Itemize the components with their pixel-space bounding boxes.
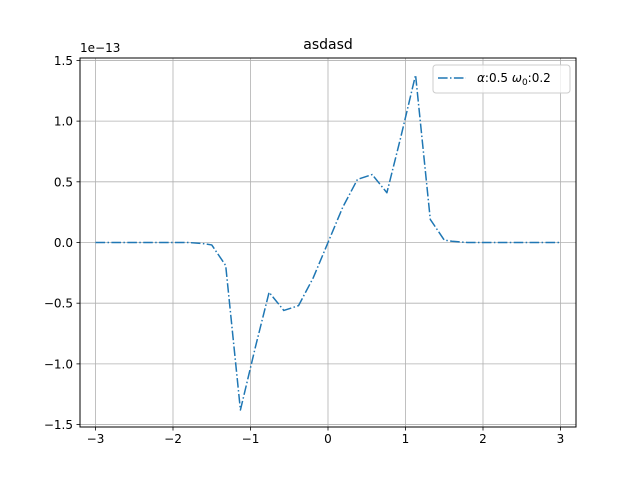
legend-omega-value: :0.2 (528, 71, 551, 85)
legend-alpha-symbol: α (477, 71, 485, 85)
chart-title: asdasd (303, 37, 353, 53)
y-offset-label: 1e−13 (80, 41, 120, 55)
y-tick-label: −0.5 (44, 297, 73, 311)
x-tick-label: 2 (479, 432, 487, 446)
legend-alpha-value: :0.5 (485, 71, 512, 85)
legend-omega-symbol: ω (512, 71, 522, 85)
legend-box (432, 64, 571, 94)
y-tick-label: 1.5 (54, 54, 73, 68)
x-tick-label: 0 (324, 432, 332, 446)
legend: α:0.5 ω0:0.2 (432, 64, 571, 94)
y-tick-label: 0.5 (54, 175, 73, 189)
x-axis: −3 −2 −1 0 1 2 3 (87, 427, 565, 446)
x-tick-label: 3 (557, 432, 565, 446)
y-tick-label: −1.0 (44, 357, 73, 371)
y-tick-label: 0.0 (54, 236, 73, 250)
x-tick-label: −2 (164, 432, 182, 446)
legend-label: α:0.5 ω0:0.2 (477, 71, 551, 88)
y-tick-label: −1.5 (44, 418, 73, 432)
legend-omega-subscript: 0 (522, 78, 528, 88)
x-tick-label: −1 (242, 432, 260, 446)
x-tick-label: 1 (402, 432, 410, 446)
series-layer (95, 74, 561, 411)
y-axis: −1.5 −1.0 −0.5 0.0 0.5 1.0 1.5 (44, 54, 80, 432)
series-line (95, 74, 561, 411)
y-tick-label: 1.0 (54, 115, 73, 129)
x-tick-label: −3 (87, 432, 105, 446)
